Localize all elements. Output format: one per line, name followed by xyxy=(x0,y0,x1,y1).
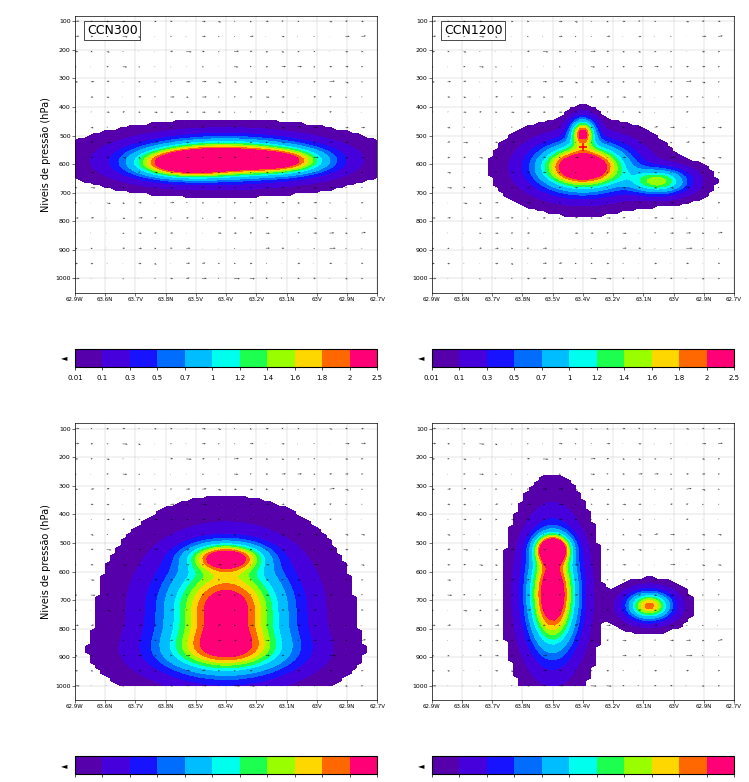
Text: ◄: ◄ xyxy=(418,761,424,769)
Text: ◄: ◄ xyxy=(61,353,67,362)
Text: ◄: ◄ xyxy=(61,761,67,769)
Text: CCN300: CCN300 xyxy=(87,24,138,37)
Y-axis label: Niveis de pressão (hPa): Niveis de pressão (hPa) xyxy=(41,504,51,619)
Y-axis label: Niveis de pressão (hPa): Niveis de pressão (hPa) xyxy=(41,97,51,212)
Text: CCN1200: CCN1200 xyxy=(443,24,503,37)
Text: ◄: ◄ xyxy=(418,353,424,362)
